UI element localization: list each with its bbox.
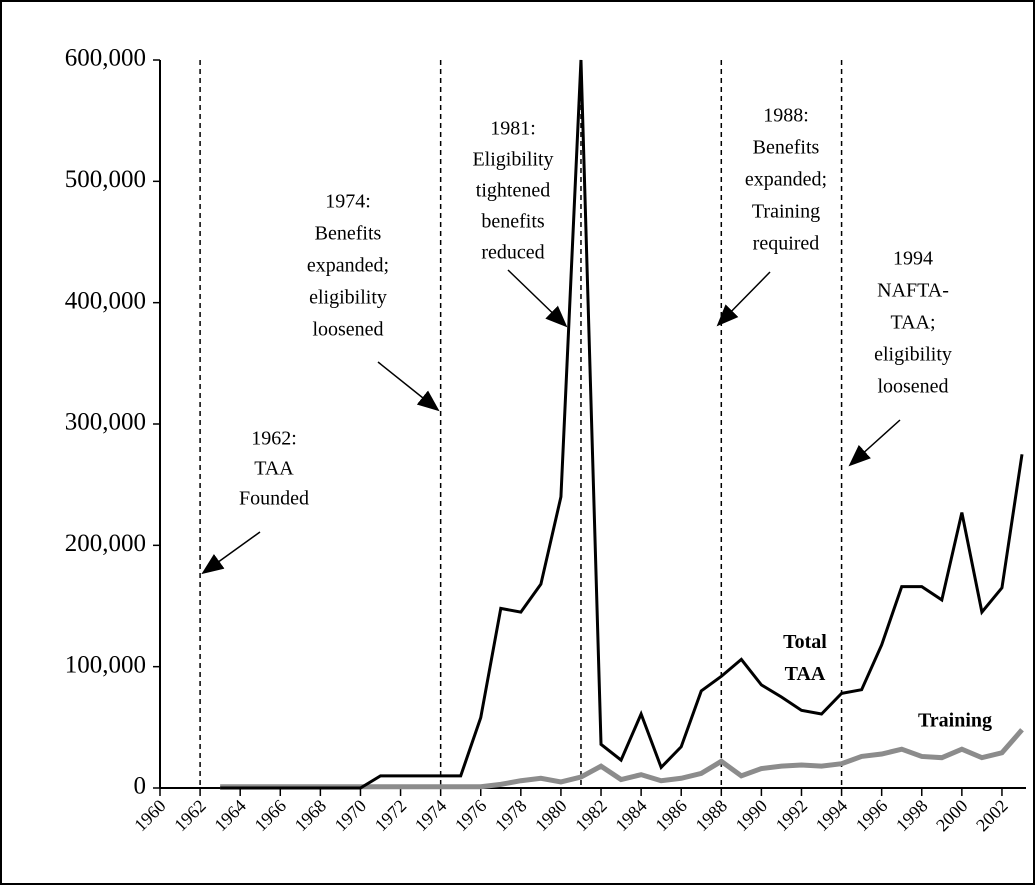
annotation-arrow [201, 531, 261, 575]
x-tick-label: 1994 [812, 796, 852, 836]
x-tick-label: 1966 [250, 796, 290, 836]
annotation: Training [752, 201, 820, 223]
annotation: expanded; [307, 255, 389, 277]
series-label: Training [918, 710, 992, 732]
series-line [220, 59, 1024, 790]
y-tick-label: 300,000 [65, 409, 146, 436]
y-tick-label: 0 [134, 773, 147, 800]
x-tick-label: 1976 [451, 796, 491, 836]
x-tick-label: 1992 [772, 796, 812, 836]
x-tick-label: 1978 [491, 796, 531, 836]
x-tick-label: 1968 [291, 796, 331, 836]
annotation-arrow [848, 419, 901, 467]
annotation: NAFTA- [877, 280, 949, 302]
x-tick-label: 1972 [371, 796, 411, 836]
annotation: 1988: [763, 105, 809, 127]
x-tick-label: 1980 [531, 796, 571, 836]
x-tick-label: 1962 [170, 796, 210, 836]
y-tick-label: 500,000 [65, 166, 146, 193]
annotation: 1994 [893, 248, 933, 270]
y-tick-label: 400,000 [65, 287, 146, 314]
x-tick-label: 1964 [210, 796, 250, 836]
annotation: eligibility [309, 287, 387, 309]
annotation: required [753, 233, 820, 255]
x-tick-label: 1960 [130, 796, 170, 836]
annotation: TAA [254, 458, 294, 480]
annotation: Founded [239, 488, 309, 510]
annotation: benefits [481, 211, 545, 233]
x-tick-label: 2002 [972, 796, 1012, 836]
y-tick-label: 100,000 [65, 651, 146, 678]
series-label: Total TAA [783, 631, 827, 685]
y-tick-label: 600,000 [65, 45, 146, 72]
annotation: loosened [312, 319, 383, 341]
annotation: tightened [476, 180, 550, 202]
annotation-arrow [716, 271, 771, 327]
x-tick-label: 1998 [892, 796, 932, 836]
x-tick-label: 1990 [732, 796, 772, 836]
annotation: loosened [877, 376, 948, 398]
annotation: expanded; [745, 169, 827, 191]
annotation: TAA; [890, 312, 935, 334]
x-tick-label: 1982 [571, 796, 611, 836]
series-label-line: Total [783, 631, 827, 653]
annotation: Benefits [315, 223, 382, 245]
x-tick-label: 1988 [691, 796, 731, 836]
y-tick-label: 200,000 [65, 530, 146, 557]
x-tick-label: 1986 [651, 796, 691, 836]
annotation-arrow [507, 269, 568, 328]
x-tick-label: 1974 [411, 796, 451, 836]
x-tick-label: 1984 [611, 796, 651, 836]
series-label-line: TAA [785, 663, 826, 685]
x-tick-label: 2000 [932, 796, 972, 836]
annotation-arrow [377, 361, 440, 412]
x-tick-label: 1970 [331, 796, 371, 836]
annotation: Eligibility [472, 149, 553, 171]
annotation: 1981: [490, 118, 536, 140]
annotation: 1962: [251, 428, 297, 450]
annotation: 1974: [325, 191, 371, 213]
x-tick-label: 1996 [852, 796, 892, 836]
annotation: reduced [481, 242, 544, 264]
annotation: eligibility [874, 344, 952, 366]
annotation: Benefits [753, 137, 820, 159]
